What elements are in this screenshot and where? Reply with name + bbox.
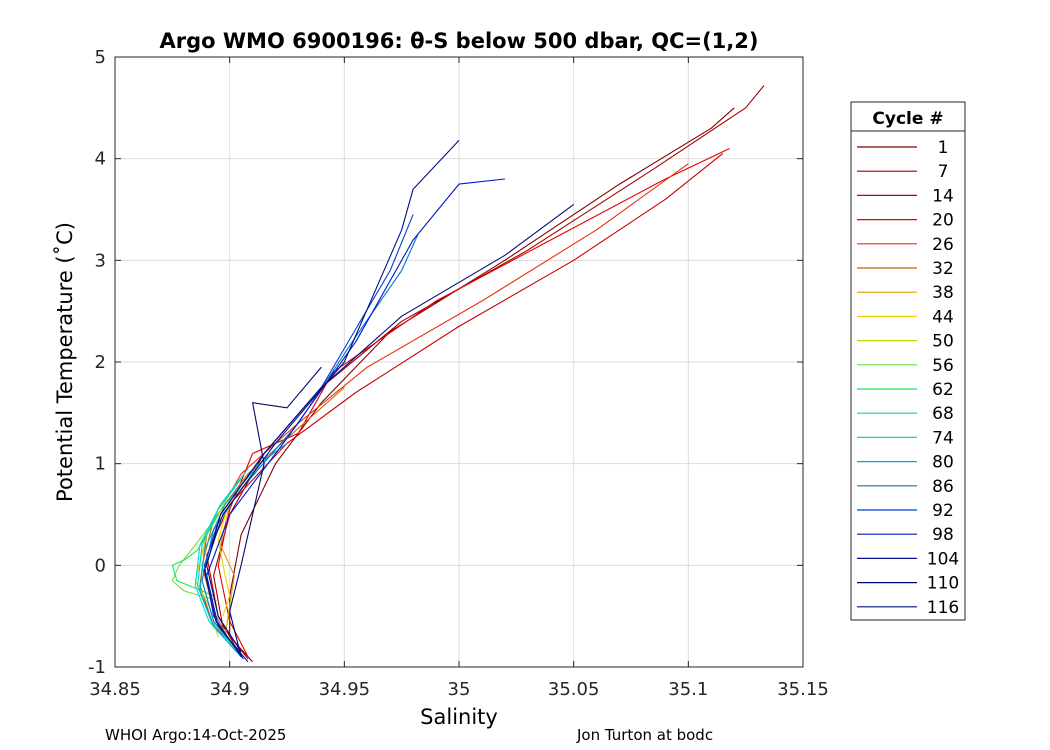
series-cycle-20 [217, 148, 730, 658]
y-tick-label: -1 [88, 657, 106, 678]
legend-label-86: 86 [932, 477, 954, 497]
x-tick-label: 35.1 [668, 679, 708, 700]
y-tick-label: 0 [95, 555, 106, 576]
legend-label-38: 38 [932, 283, 954, 303]
legend-label-98: 98 [932, 525, 954, 545]
y-tick-label: 2 [95, 352, 106, 373]
series-cycle-104 [203, 140, 460, 660]
legend-label-68: 68 [932, 404, 954, 424]
legend-label-62: 62 [932, 380, 954, 400]
legend-label-110: 110 [927, 574, 959, 594]
x-tick-label: 34.9 [210, 679, 250, 700]
series-cycle-26 [199, 163, 689, 653]
y-axis-label: Potential Temperature (˚C) [53, 222, 77, 502]
legend-label-74: 74 [932, 428, 954, 448]
legend-label-7: 7 [938, 162, 949, 182]
legend-label-32: 32 [932, 259, 954, 279]
x-axis-label: Salinity [420, 705, 498, 729]
series-cycle-110 [229, 366, 322, 657]
legend-label-92: 92 [932, 501, 954, 521]
series-cycle-98 [206, 178, 505, 663]
series-cycle-14 [206, 153, 724, 658]
legend-label-1: 1 [938, 138, 949, 158]
y-tick-label: 4 [95, 149, 106, 170]
x-tick-label: 35.05 [548, 679, 600, 700]
footer-credit-right: Jon Turton at bodc [577, 726, 714, 744]
legend-label-80: 80 [932, 453, 954, 473]
legend-label-14: 14 [932, 186, 954, 206]
x-tick-label: 35.15 [777, 679, 829, 700]
legend-label-20: 20 [932, 211, 954, 231]
legend: Cycle # 1 7 14 20 26 32 38 44 50 56 62 68 74 80 86 92 98 1… [850, 101, 966, 621]
footer-credit-left: WHOI Argo:14-Oct-2025 [105, 726, 287, 744]
y-tick-label: 1 [95, 454, 106, 475]
axis-ticks: 34.85 34.9 34.95 35 35.05 35.1 35.15 -1 0 1 2 3 4 5 [88, 47, 829, 700]
series-cycle-62 [171, 514, 219, 597]
legend-label-50: 50 [932, 332, 954, 352]
y-tick-label: 3 [95, 250, 106, 271]
legend-label-44: 44 [932, 307, 954, 327]
legend-title: Cycle # [872, 109, 943, 129]
series-cycle-68 [197, 478, 242, 656]
x-tick-label: 34.85 [89, 679, 141, 700]
series-layer [171, 85, 765, 663]
series-cycle-80 [199, 442, 288, 658]
series-cycle-44 [217, 499, 231, 617]
legend-label-116: 116 [927, 598, 959, 618]
y-tick-label: 5 [95, 47, 106, 68]
legend-label-104: 104 [927, 549, 959, 569]
chart-title: Argo WMO 6900196: θ-S below 500 dbar, QC… [160, 29, 759, 53]
series-cycle-116 [206, 203, 575, 653]
x-tick-label: 34.95 [319, 679, 371, 700]
legend-label-56: 56 [932, 356, 954, 376]
series-cycle-56 [171, 514, 219, 602]
legend-label-26: 26 [932, 235, 954, 255]
x-tick-label: 35 [448, 679, 471, 700]
